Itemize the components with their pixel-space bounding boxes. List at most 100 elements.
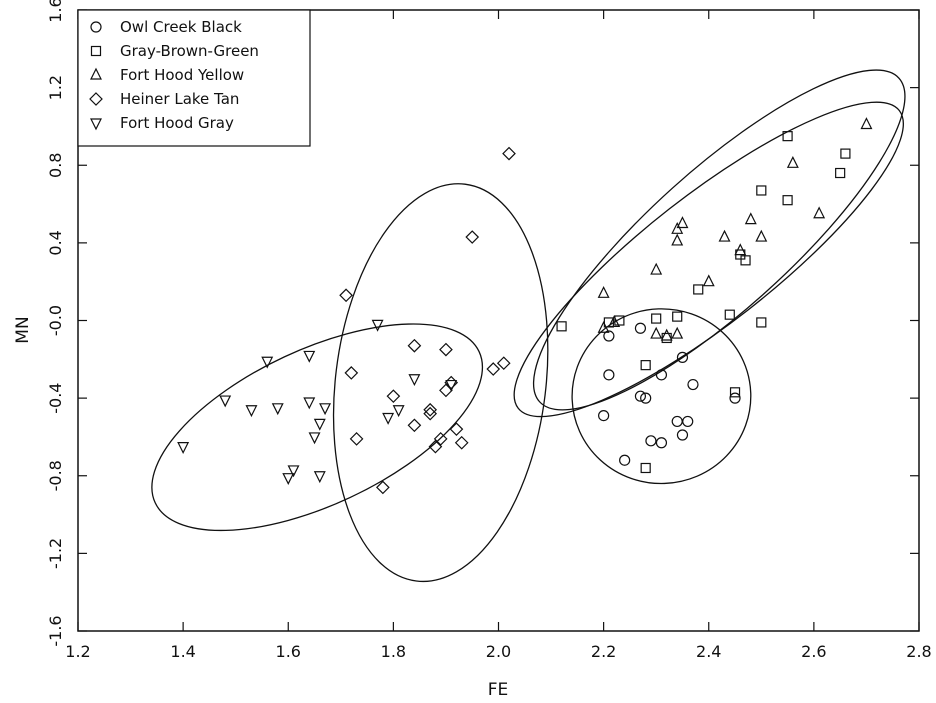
axis-ticks: 1.2 1.4 1.6 1.8 2.0 2.2 2.4 2.6 2.8 -1.6 -1.2 -0.8 -… <box>46 0 932 661</box>
confidence-ellipse <box>332 183 549 583</box>
confidence-ellipse <box>151 323 484 532</box>
x-tick-label: 1.8 <box>381 642 406 661</box>
data-point <box>603 369 615 381</box>
data-point <box>718 229 731 242</box>
data-point <box>729 392 741 404</box>
data-point <box>860 117 873 130</box>
confidence-ellipse <box>532 69 906 411</box>
legend-label: Fort Hood Gray <box>120 114 234 132</box>
x-tick-label: 2.4 <box>696 642 721 661</box>
data-point <box>682 415 694 428</box>
data-point <box>496 356 511 371</box>
data-point <box>640 360 651 371</box>
data-point <box>687 378 699 391</box>
data-point <box>608 315 621 328</box>
data-point <box>676 429 689 441</box>
data-point <box>782 131 793 142</box>
confidence-ellipse <box>513 101 904 418</box>
data-point <box>439 342 453 357</box>
data-point <box>245 405 258 418</box>
data-point <box>650 262 663 275</box>
legend-label: Fort Hood Yellow <box>120 66 244 84</box>
data-point <box>660 328 673 341</box>
data-point <box>634 390 647 402</box>
y-tick-label: 0.8 <box>46 153 65 178</box>
data-point <box>597 320 610 333</box>
data-point <box>313 418 326 431</box>
data-point <box>640 462 651 474</box>
legend-marker-triangle-up <box>90 67 102 80</box>
y-tick-label: -1.2 <box>46 538 65 569</box>
y-tick-label: 1.6 <box>46 0 65 23</box>
data-point <box>676 216 689 229</box>
data-point <box>651 313 662 324</box>
data-point <box>287 465 300 478</box>
legend-label: Owl Creek Black <box>120 18 242 36</box>
data-point <box>303 397 316 410</box>
series-fort-hood-yellow <box>597 117 873 341</box>
legend-label: Heiner Lake Tan <box>120 90 239 108</box>
data-point <box>786 155 799 168</box>
data-point <box>445 379 458 392</box>
data-point <box>835 167 846 179</box>
data-point <box>407 338 422 353</box>
series-owl-creek-black <box>598 322 741 466</box>
data-point <box>603 330 615 342</box>
data-point <box>655 437 668 449</box>
y-axis-label: MN <box>13 316 33 343</box>
data-point <box>782 195 793 206</box>
data-point <box>282 473 295 486</box>
data-point <box>734 243 747 256</box>
data-point <box>371 319 384 332</box>
y-tick-label: 0.4 <box>46 230 65 255</box>
confidence-ellipse <box>571 308 752 485</box>
legend-label: Gray-Brown-Green <box>120 42 259 60</box>
data-point <box>423 402 438 417</box>
data-point <box>671 326 684 339</box>
series-gray-brown-green <box>556 131 851 474</box>
data-point <box>308 432 321 445</box>
x-tick-label: 1.6 <box>276 642 301 661</box>
data-point <box>349 432 364 446</box>
data-point <box>313 471 326 484</box>
data-point <box>756 317 767 328</box>
data-point <box>408 374 421 387</box>
data-point <box>556 321 567 332</box>
series-fort-hood-gray <box>177 319 458 486</box>
data-point <box>702 274 715 287</box>
data-points <box>177 117 873 495</box>
data-point <box>671 221 684 234</box>
data-point <box>597 285 610 298</box>
data-point <box>655 369 668 381</box>
data-point <box>645 435 657 447</box>
data-point <box>344 366 359 380</box>
data-point <box>813 206 826 219</box>
data-point <box>740 255 751 266</box>
data-point <box>454 435 469 450</box>
data-point <box>382 412 395 425</box>
data-point <box>614 315 625 326</box>
y-tick-label: -0.4 <box>46 383 65 414</box>
data-point <box>744 212 757 225</box>
data-point <box>619 454 631 466</box>
data-point <box>392 405 405 418</box>
data-point <box>407 418 422 433</box>
data-point <box>755 229 768 242</box>
data-point <box>433 432 448 446</box>
data-point <box>261 356 274 369</box>
data-point <box>319 403 332 416</box>
x-tick-label: 1.2 <box>65 642 90 661</box>
data-point <box>676 351 689 363</box>
x-tick-label: 1.4 <box>170 642 195 661</box>
y-tick-label: -0.8 <box>46 460 65 491</box>
x-tick-label: 2.6 <box>801 642 826 661</box>
data-point <box>465 230 480 244</box>
data-point <box>339 288 353 303</box>
data-point <box>671 233 684 246</box>
data-point <box>598 409 610 422</box>
legend-box <box>77 9 311 147</box>
x-tick-label: 2.2 <box>591 642 616 661</box>
legend: Owl Creek Black Gray-Brown-Green Fort Hood… <box>77 9 311 147</box>
legend-marker-circle <box>90 21 102 33</box>
data-point <box>756 185 767 196</box>
